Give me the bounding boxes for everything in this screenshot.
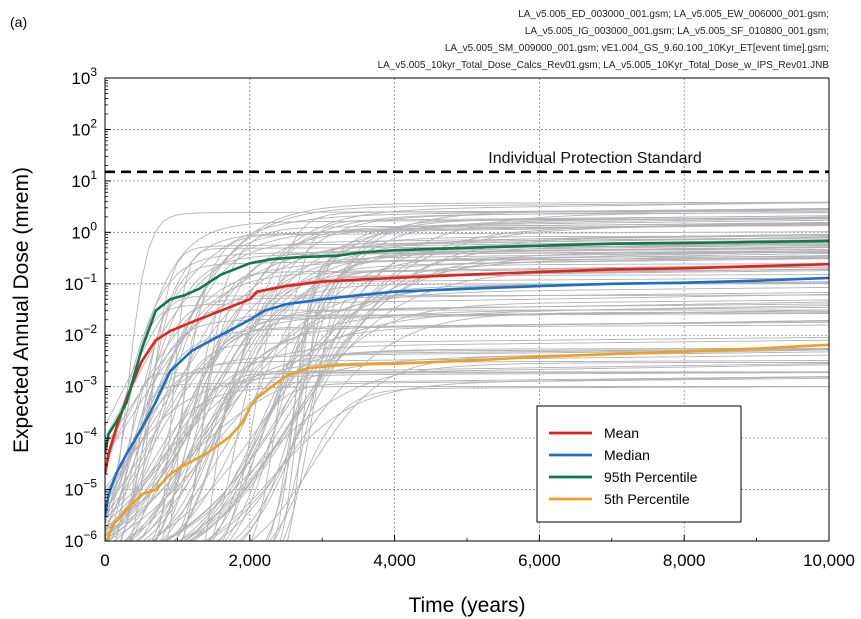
realization-line (159, 244, 829, 541)
realization-line (178, 269, 829, 541)
realization-line (188, 216, 829, 541)
realization-line (151, 231, 829, 541)
realization-line (105, 306, 829, 519)
realization-line (105, 372, 829, 489)
realization-line (192, 299, 829, 541)
axes: 10−6 10−5 10−4 10−3 10−2 10−1 100 101 102 103 0 2,0… (64, 65, 855, 570)
y-tick-label: 10−2 (64, 322, 97, 345)
realization-line (105, 385, 829, 537)
source-file-line: LA_v5.005_10kyr_Total_Dose_Calcs_Rev01.g… (377, 60, 829, 71)
y-tick-label: 101 (71, 168, 97, 191)
y-tick-label: 10−6 (64, 528, 97, 551)
realization-line (145, 255, 829, 541)
realization-line (138, 277, 829, 541)
realization-line (105, 354, 829, 530)
realization-line (142, 209, 829, 541)
series-line-95th-percentile (105, 239, 829, 454)
legend-label: 95th Percentile (604, 469, 698, 485)
legend-label: 5th Percentile (604, 491, 690, 507)
realization-line (105, 225, 829, 439)
realization-line (206, 311, 829, 541)
realization-line (203, 376, 829, 541)
y-tick-label: 102 (71, 116, 97, 139)
panel-label: (a) (10, 14, 28, 30)
legend-box (536, 405, 742, 523)
realization-line (105, 303, 829, 509)
realization-line (105, 349, 829, 529)
series-line-5th-percentile (105, 343, 829, 541)
realization-line (119, 252, 829, 541)
realization-line (211, 377, 829, 541)
annotations: Individual Protection Standard (105, 150, 829, 174)
y-tick-label: 103 (71, 65, 97, 88)
y-tick-label: 10−5 (64, 477, 97, 500)
y-axis-title: Expected Annual Dose (mrem) (10, 167, 33, 453)
source-file-list: LA_v5.005_ED_003000_001.gsm; LA_v5.005_E… (378, 6, 829, 74)
realization-line (183, 256, 829, 541)
series-line-median (105, 276, 829, 517)
protection-standard-label: Individual Protection Standard (488, 150, 701, 167)
realization-line (129, 237, 829, 541)
realization-line (166, 309, 829, 541)
legend-label: Mean (604, 425, 639, 441)
source-file-line: LA_v5.005_ED_003000_001.gsm; LA_v5.005_E… (518, 9, 829, 20)
x-tick-label: 0 (100, 551, 109, 570)
source-file-line: LA_v5.005_IG_003000_001.gsm; LA_v5.005_S… (524, 26, 829, 37)
realization-line (267, 239, 829, 541)
y-tick-label: 100 (71, 219, 97, 242)
y-tick-label: 10−4 (64, 425, 97, 448)
x-tick-label: 6,000 (518, 551, 561, 570)
source-file-line: LA_v5.005_SM_009000_001.gsm; vE1.004_GS_… (444, 43, 829, 54)
y-tick-label: 10−3 (64, 374, 97, 397)
statistic-curves (105, 239, 829, 541)
realization-line (105, 202, 829, 499)
x-tick-label: 2,000 (229, 551, 272, 570)
x-tick-label: 10,000 (803, 551, 855, 570)
realization-line (187, 251, 829, 541)
realization-line (106, 202, 829, 541)
realization-line (105, 347, 829, 524)
realization-line (105, 233, 829, 532)
realization-line (105, 339, 829, 532)
x-tick-label: 4,000 (373, 551, 416, 570)
legend-label: Median (604, 447, 650, 463)
realization-line (228, 219, 829, 541)
realization-line (105, 237, 829, 457)
realization-line (120, 294, 829, 541)
realization-line (129, 336, 829, 541)
realization-line (151, 324, 829, 541)
realization-line (115, 362, 829, 541)
realization-line (250, 351, 829, 541)
x-axis-title: Time (years) (408, 594, 525, 617)
realization-line (106, 376, 829, 541)
realization-line (105, 286, 829, 540)
y-tick-label: 10−1 (64, 271, 97, 294)
realization-line (269, 386, 829, 541)
legend: Mean Median 95th Percentile 5th Percentile (536, 405, 742, 523)
realization-line (154, 320, 829, 541)
realization-line (106, 305, 829, 541)
x-tick-label: 8,000 (663, 551, 706, 570)
realization-line (216, 243, 829, 541)
realization-line (113, 256, 829, 541)
realization-line (105, 247, 829, 521)
realization-line (105, 209, 829, 540)
